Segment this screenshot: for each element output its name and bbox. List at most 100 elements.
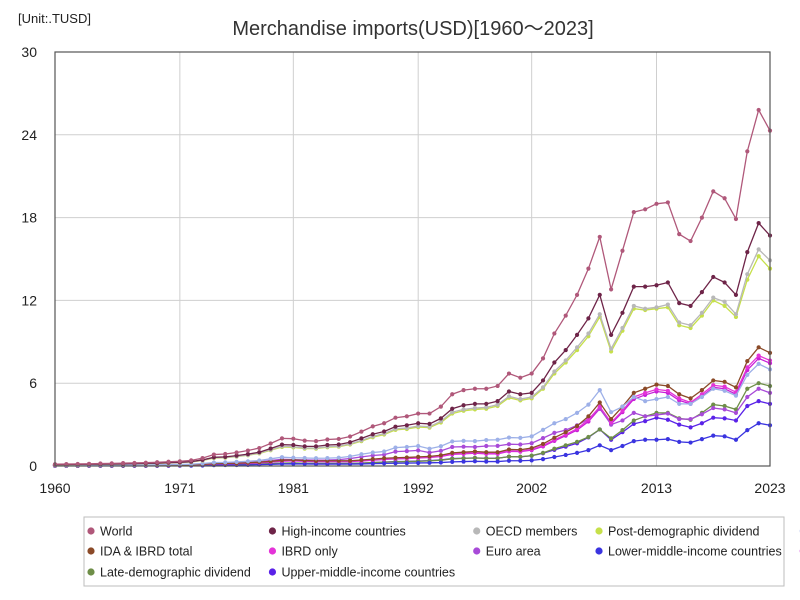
data-point bbox=[586, 434, 591, 440]
legend-label: Lower-middle-income countries bbox=[608, 545, 782, 559]
legend-item: Late-demographic dividend bbox=[87, 566, 251, 580]
data-point bbox=[631, 284, 636, 289]
data-point bbox=[688, 303, 693, 309]
x-tick-label: 1971 bbox=[164, 480, 195, 496]
data-point bbox=[563, 430, 568, 435]
data-point bbox=[745, 272, 750, 277]
data-point bbox=[597, 312, 602, 317]
legend-label: Late-demographic dividend bbox=[100, 566, 251, 580]
data-point bbox=[756, 386, 761, 391]
data-point bbox=[245, 459, 251, 464]
data-point bbox=[563, 313, 568, 318]
data-point bbox=[472, 444, 478, 450]
data-point bbox=[370, 432, 375, 437]
data-point bbox=[302, 461, 307, 467]
data-point bbox=[484, 386, 489, 391]
data-point bbox=[722, 384, 727, 389]
data-point bbox=[529, 453, 534, 458]
series-line bbox=[54, 255, 771, 466]
series-line bbox=[54, 248, 771, 466]
data-point bbox=[722, 388, 727, 393]
data-point bbox=[688, 323, 693, 328]
data-point bbox=[722, 379, 727, 384]
data-point bbox=[518, 442, 523, 447]
data-point bbox=[382, 429, 387, 434]
data-point bbox=[654, 201, 659, 206]
data-point bbox=[223, 460, 228, 465]
legend-marker bbox=[87, 547, 95, 555]
data-point bbox=[109, 461, 114, 466]
data-point bbox=[211, 460, 216, 465]
data-point bbox=[552, 369, 557, 374]
legend-marker bbox=[268, 568, 277, 576]
data-point bbox=[438, 404, 443, 409]
data-point bbox=[574, 439, 580, 444]
data-point bbox=[461, 444, 466, 449]
legend-marker bbox=[595, 547, 603, 555]
data-point bbox=[631, 394, 636, 400]
data-point bbox=[552, 421, 557, 426]
data-point bbox=[223, 454, 228, 459]
data-point bbox=[382, 421, 387, 426]
data-point bbox=[404, 444, 409, 450]
legend-marker bbox=[268, 547, 277, 555]
data-point bbox=[756, 381, 761, 386]
data-point bbox=[461, 438, 466, 443]
data-point bbox=[643, 399, 648, 404]
plot-frame bbox=[54, 51, 771, 467]
series-layer bbox=[52, 107, 773, 468]
data-point bbox=[620, 408, 625, 413]
data-point bbox=[189, 458, 194, 463]
data-point bbox=[711, 405, 716, 411]
data-point bbox=[609, 448, 614, 453]
legend-marker bbox=[595, 527, 603, 535]
data-point bbox=[518, 392, 523, 397]
data-point bbox=[756, 421, 761, 426]
data-point bbox=[450, 450, 455, 455]
data-point bbox=[609, 346, 614, 351]
data-point bbox=[745, 359, 750, 364]
data-point bbox=[291, 461, 296, 466]
data-point bbox=[461, 403, 466, 408]
series-post-demographic-dividend bbox=[52, 254, 773, 467]
y-tick-label: 0 bbox=[29, 458, 37, 474]
data-point bbox=[427, 421, 432, 427]
data-point bbox=[552, 430, 557, 435]
legend-label: World bbox=[100, 525, 132, 539]
data-point bbox=[529, 458, 534, 463]
data-point bbox=[688, 440, 693, 445]
data-point bbox=[268, 456, 273, 461]
data-point bbox=[563, 347, 568, 353]
series-line bbox=[54, 221, 771, 466]
data-point bbox=[347, 440, 353, 445]
data-point bbox=[450, 459, 455, 464]
x-axis-ticks: 1960 1971 1981 1992 2002 2013 2023 bbox=[39, 480, 785, 496]
data-point bbox=[745, 403, 750, 409]
data-point bbox=[654, 382, 659, 387]
data-point bbox=[586, 402, 591, 407]
data-point bbox=[745, 365, 750, 370]
data-point bbox=[370, 424, 375, 429]
data-point bbox=[609, 436, 614, 441]
data-point bbox=[620, 443, 625, 449]
y-axis-ticks: 0 6 12 18 24 30 bbox=[21, 44, 37, 474]
data-point bbox=[677, 422, 682, 427]
legend-item: Lower-middle-income countries bbox=[595, 545, 782, 559]
series-high-income-countries bbox=[52, 221, 773, 467]
data-point bbox=[574, 450, 580, 455]
legend-item: IBRD only bbox=[268, 545, 338, 559]
data-point bbox=[143, 460, 148, 465]
data-point bbox=[382, 461, 387, 466]
data-point bbox=[654, 283, 659, 288]
legend: World High-income countries OECD members Po… bbox=[83, 516, 800, 587]
data-point bbox=[529, 394, 534, 400]
data-point bbox=[75, 461, 80, 467]
data-point bbox=[609, 410, 614, 415]
data-point bbox=[132, 460, 137, 466]
data-point bbox=[756, 345, 761, 350]
series-line bbox=[55, 422, 771, 467]
data-point bbox=[552, 435, 557, 440]
data-point bbox=[643, 386, 648, 391]
data-point bbox=[733, 385, 739, 390]
data-point bbox=[518, 375, 523, 380]
